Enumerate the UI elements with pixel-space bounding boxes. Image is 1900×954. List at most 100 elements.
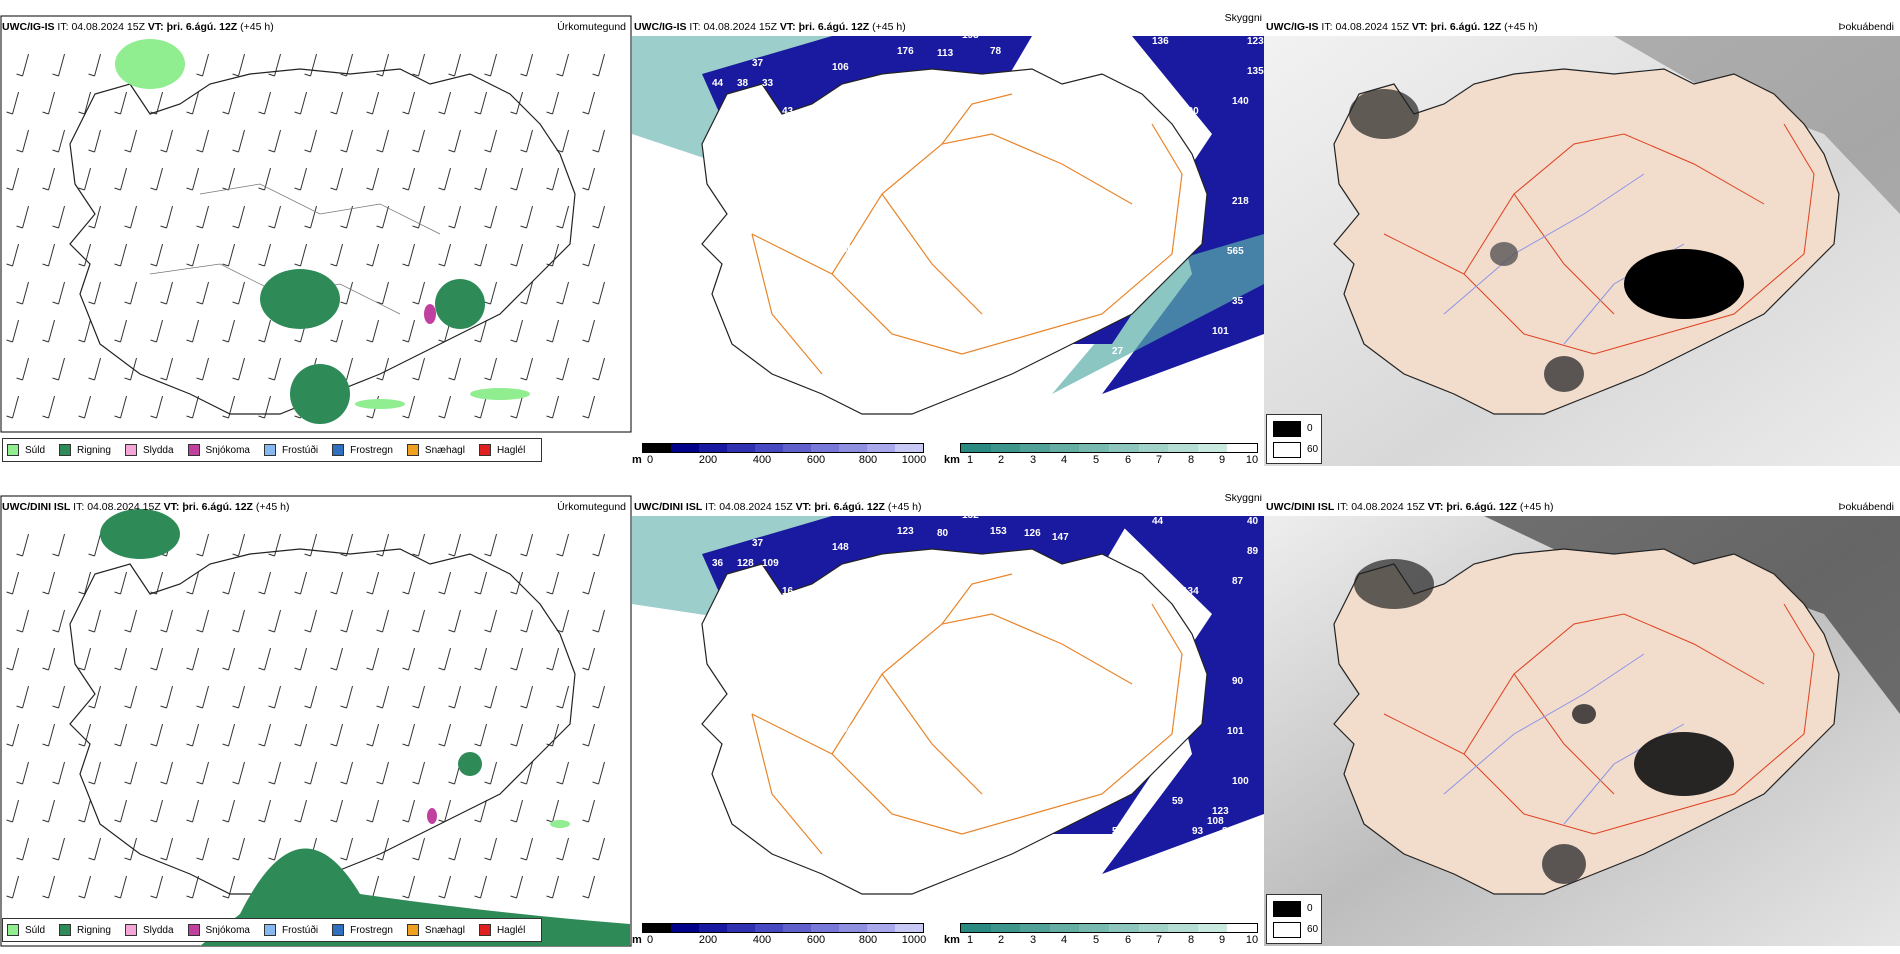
fog-area xyxy=(1544,356,1584,392)
wind-barb-tick xyxy=(88,553,95,557)
visibility-value: 76 xyxy=(1000,82,1012,93)
visibility-value: 78 xyxy=(990,46,1002,57)
wind-barb-tick xyxy=(402,111,409,115)
wind-barb-tick xyxy=(546,591,553,595)
wind-barb xyxy=(310,53,318,77)
wind-barb xyxy=(480,723,488,747)
wind-barb xyxy=(346,685,354,709)
wind-barb xyxy=(192,167,200,191)
wind-barb-tick xyxy=(520,857,527,861)
visibility-value: 44 xyxy=(712,78,724,89)
wind-barb-tick xyxy=(222,667,229,671)
precip-type-panel: UWC/IG-IS IT: 04.08.2024 15Z VT: þri. 6.… xyxy=(0,14,632,474)
wind-barb xyxy=(192,647,200,671)
visibility-value: 565 xyxy=(1227,246,1244,257)
wind-barb-tick xyxy=(222,819,229,823)
wind-barb xyxy=(562,837,570,861)
wind-barb-tick xyxy=(412,377,419,381)
wind-barb-tick xyxy=(232,553,239,557)
wind-barb-tick xyxy=(376,553,383,557)
wind-barb xyxy=(444,395,452,419)
wind-barb xyxy=(588,319,596,343)
wind-barb xyxy=(552,799,560,823)
rain-area xyxy=(458,752,482,776)
wind-barb xyxy=(454,837,462,861)
wind-barb xyxy=(300,243,308,267)
legend-item: Súld xyxy=(7,444,45,456)
wind-barb-tick xyxy=(340,149,347,153)
wind-barb-tick xyxy=(186,667,193,671)
wind-barb-tick xyxy=(88,705,95,709)
wind-barb xyxy=(598,533,606,557)
wind-barb-tick xyxy=(592,225,599,229)
wind-barb-tick xyxy=(42,187,49,191)
it-label: IT: xyxy=(705,501,717,513)
wind-barb-tick xyxy=(592,857,599,861)
wind-barb-tick xyxy=(150,263,157,267)
wind-barb-tick xyxy=(438,415,445,419)
wind-barb-tick xyxy=(510,263,517,267)
wind-barb-tick xyxy=(340,705,347,709)
wind-barb xyxy=(382,357,390,381)
wind-barb xyxy=(238,281,246,305)
wind-barb-tick xyxy=(42,819,49,823)
wind-barb-tick xyxy=(510,743,517,747)
wind-barb-tick xyxy=(196,73,203,77)
wind-barb xyxy=(156,647,164,671)
wind-barb-tick xyxy=(114,743,121,747)
visibility-value: 35 xyxy=(1232,296,1244,307)
wind-barb xyxy=(300,571,308,595)
wind-barb xyxy=(58,533,66,557)
visibility-value: 44 xyxy=(1152,516,1164,527)
wind-barb xyxy=(238,357,246,381)
legend-item: Haglél xyxy=(478,444,525,456)
wind-barb xyxy=(202,533,210,557)
wind-barb xyxy=(166,357,174,381)
wind-barb-tick xyxy=(222,263,229,267)
wind-barb-tick xyxy=(438,111,445,115)
visibility-value: 123 xyxy=(1212,806,1229,817)
wind-barb xyxy=(156,319,164,343)
lead-time: (+45 h) xyxy=(1504,21,1538,33)
wind-barb-tick xyxy=(546,339,553,343)
wind-barb xyxy=(120,723,128,747)
visibility-value: 10 xyxy=(792,226,804,237)
visibility-value: 29 xyxy=(912,906,924,917)
wind-barb xyxy=(94,533,102,557)
wind-barb xyxy=(120,571,128,595)
wind-barb xyxy=(238,129,246,153)
wind-barb-tick xyxy=(520,377,527,381)
wind-barb xyxy=(516,723,524,747)
wind-barb xyxy=(130,205,138,229)
wind-barb-tick xyxy=(484,629,491,633)
wind-barb xyxy=(264,723,272,747)
wind-barb-tick xyxy=(186,591,193,595)
wind-barb xyxy=(238,609,246,633)
wind-barb xyxy=(336,167,344,191)
wind-barb-tick xyxy=(474,339,481,343)
it-label: IT: xyxy=(1337,501,1349,513)
wind-barb-tick xyxy=(592,705,599,709)
wind-barb xyxy=(192,243,200,267)
wind-barb-tick xyxy=(52,301,59,305)
wind-barb xyxy=(264,319,272,343)
wind-barb xyxy=(48,167,56,191)
visibility-value: 126 xyxy=(1024,528,1041,539)
wind-barb-tick xyxy=(160,857,167,861)
swatch-low xyxy=(1273,901,1301,917)
wind-barb-tick xyxy=(556,377,563,381)
legend-item: Haglél xyxy=(478,924,525,936)
visibility-value: 59 xyxy=(1172,796,1184,807)
wind-barb xyxy=(408,91,416,115)
iceland-outline xyxy=(69,548,576,895)
wind-barb xyxy=(562,281,570,305)
legend-item: Frostúði xyxy=(263,444,318,456)
wind-barb xyxy=(274,761,282,785)
wind-barb-tick xyxy=(412,73,419,77)
swatch-snow-pellets xyxy=(406,444,419,456)
wind-barb xyxy=(562,761,570,785)
wind-barb xyxy=(552,875,560,899)
wind-barb xyxy=(562,533,570,557)
visibility-value: 108 xyxy=(1207,816,1224,827)
